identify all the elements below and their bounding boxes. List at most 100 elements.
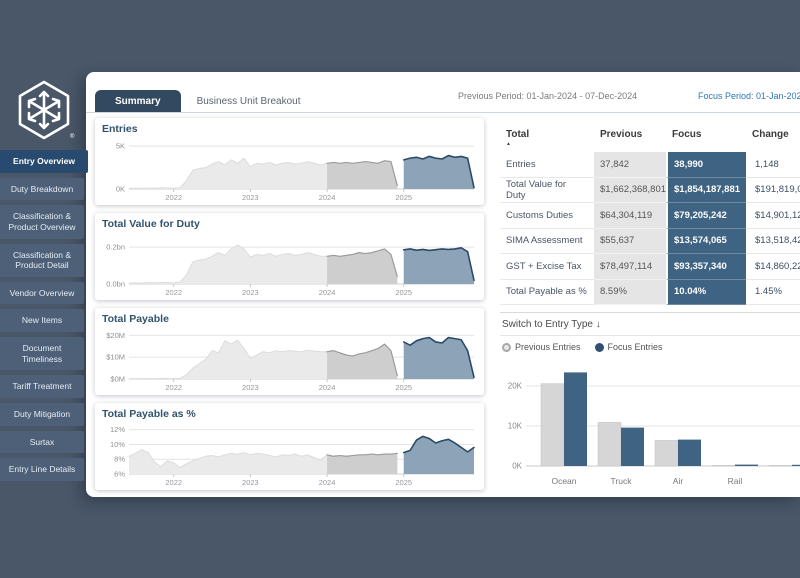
kpi-column: Total ▲ Previous Focus Change Entries 37,842 38… (500, 122, 800, 497)
bar-focus-truck[interactable] (621, 427, 644, 466)
entry-type-bar-chart[interactable]: 0K 10K 20K Ocean Truck Air Rail (500, 354, 800, 497)
legend-previous-entries-label: Previous Entries (515, 342, 581, 352)
section-divider-thin (500, 335, 800, 336)
svg-text:8%: 8% (114, 455, 125, 464)
total-payable-pct-trend-card: Total Payable as % 6% 8% 10% 12% 2022 2023 202… (95, 403, 484, 490)
total-payable-pct-area-chart[interactable]: 6% 8% 10% 12% 2022 2023 2024 2025 (102, 421, 478, 487)
metric-name-cell[interactable]: Total Value for Duty (500, 178, 594, 203)
metric-name-cell[interactable]: Customs Duties (500, 203, 594, 229)
metric-value-cell: $55,637 (594, 228, 666, 254)
svg-text:10K: 10K (508, 422, 523, 431)
bar-focus-rail[interactable] (735, 464, 758, 466)
bar-previous-truck[interactable] (597, 422, 622, 467)
svg-text:2025: 2025 (395, 478, 412, 487)
total-payable-trend-card: Total Payable $0M $10M $20M 2022 2023 2024 202… (95, 308, 484, 395)
tab-business-unit-breakout[interactable]: Business Unit Breakout (180, 90, 317, 112)
trend-charts-column: Entries 0K 5K 2022 2023 2024 2025 Total Value… (95, 118, 484, 490)
table-header-previous[interactable]: Previous (600, 129, 643, 140)
total-value-for-duty-area-chart[interactable]: 0.0bn 0.2bn 2022 2023 2024 2025 (102, 231, 478, 297)
metric-value-cell: $14,901,123 (746, 203, 800, 229)
metric-value-cell: $93,357,340 (666, 254, 746, 280)
metric-name-cell[interactable]: SIMA Assessment (500, 229, 594, 254)
registered-mark: ® (70, 133, 75, 140)
bar-focus-ocean[interactable] (564, 372, 587, 466)
total-payable-area-chart[interactable]: $0M $10M $20M 2022 2023 2024 2025 (102, 326, 478, 392)
svg-text:$20M: $20M (106, 331, 125, 340)
bar-focus-air[interactable] (678, 439, 701, 466)
svg-text:0K: 0K (116, 185, 125, 194)
legend-focus-entries-label: Focus Entries (607, 342, 663, 352)
metric-value-cell: 1.45% (746, 280, 800, 305)
svg-text:6%: 6% (114, 470, 125, 479)
legend-focus-entries[interactable]: Focus Entries (594, 342, 663, 352)
svg-text:Air: Air (673, 476, 684, 486)
table-header-focus[interactable]: Focus (672, 129, 702, 140)
sidebar-item-duty-mitigation[interactable]: Duty Mitigation (0, 402, 84, 426)
sidebar-item-document-timeliness[interactable]: Document Timeliness (0, 337, 84, 371)
svg-text:10%: 10% (110, 440, 125, 449)
metric-value-cell: $64,304,119 (594, 203, 666, 229)
bar-previous-rail[interactable] (711, 465, 736, 467)
sidebar-item-entry-line-details[interactable]: Entry Line Details (0, 458, 84, 481)
sidebar-item-tariff-treatment[interactable]: Tariff Treatment (0, 375, 84, 398)
svg-text:2023: 2023 (242, 478, 259, 487)
switch-entry-type-control[interactable]: Switch to Entry Type ↓ (502, 319, 601, 330)
svg-text:2023: 2023 (242, 193, 259, 202)
svg-text:0K: 0K (512, 462, 522, 471)
metric-name-cell[interactable]: Entries (500, 152, 594, 178)
previous-entries-swatch-icon (502, 342, 511, 352)
metric-value-cell: 37,842 (594, 152, 666, 178)
sidebar-nav: Entry Overview Duty Breakdown Classificati… (0, 150, 88, 481)
total-payable-pct-chart-title: Total Payable as % (102, 408, 196, 420)
sidebar-item-new-items[interactable]: New Items (0, 309, 84, 332)
svg-text:12%: 12% (110, 425, 125, 434)
total-payable-chart-title: Total Payable (102, 313, 169, 325)
tab-summary[interactable]: Summary (95, 90, 181, 112)
svg-text:2024: 2024 (319, 193, 336, 202)
hexagon-arrows-logo-icon: ® (18, 80, 75, 140)
svg-text:2023: 2023 (242, 288, 259, 297)
duty-svg: 0.0bn 0.2bn 2022 2023 2024 2025 (106, 243, 475, 297)
previous-period-label: Previous Period: 01-Jan-2024 - 07-Dec-20… (458, 91, 638, 101)
report-tabbar: Summary Business Unit Breakout (95, 87, 317, 112)
metric-value-cell: 1,148 (746, 152, 800, 178)
metric-value-cell: $13,574,065 (666, 228, 746, 254)
metric-name-cell[interactable]: GST + Excise Tax (500, 254, 594, 280)
payable-svg: $0M $10M $20M 2022 2023 2024 2025 (106, 331, 475, 392)
sidebar-item-entry-overview[interactable]: Entry Overview (0, 150, 88, 173)
metric-value-cell: $78,497,114 (594, 254, 666, 280)
table-header-total[interactable]: Total ▲ (506, 129, 530, 147)
sidebar-item-classification-product-detail[interactable]: Classification & Product Detail (0, 243, 84, 277)
entries-trend-card: Entries 0K 5K 2022 2023 2024 2025 (95, 118, 484, 205)
svg-text:$0M: $0M (110, 375, 125, 384)
metric-value-cell: 8.59% (594, 279, 666, 305)
svg-text:2022: 2022 (165, 478, 182, 487)
metric-value-cell: 38,990 (666, 152, 746, 178)
kpi-table: Total ▲ Previous Focus Change Entries 37,842 38… (500, 126, 800, 305)
sidebar-item-classification-product-overview[interactable]: Classification & Product Overview (0, 205, 84, 239)
sort-ascending-icon: ▲ (506, 141, 511, 147)
sidebar-item-vendor-overview[interactable]: Vendor Overview (0, 281, 84, 305)
sidebar-item-surtax[interactable]: Surtax (0, 430, 84, 454)
section-divider (500, 312, 800, 313)
sidebar-item-duty-breakdown[interactable]: Duty Breakdown (0, 177, 84, 201)
table-header-change[interactable]: Change (752, 129, 789, 140)
entries-chart-title: Entries (102, 123, 138, 135)
bar-focus-partial[interactable] (792, 464, 800, 466)
payable-pct-svg: 6% 8% 10% 12% 2022 2023 2024 2025 (110, 425, 475, 487)
metric-name-cell[interactable]: Total Payable as % (500, 280, 594, 305)
svg-text:2024: 2024 (319, 288, 336, 297)
svg-text:20K: 20K (508, 382, 523, 391)
svg-text:0.2bn: 0.2bn (106, 243, 125, 252)
sidebar: ® Entry Overview Duty Breakdown Classifica… (0, 0, 88, 578)
entries-area-chart[interactable]: 0K 5K 2022 2023 2024 2025 (102, 136, 478, 202)
bar-previous-ocean[interactable] (540, 383, 565, 467)
bar-previous-partial[interactable] (768, 465, 793, 467)
metric-value-cell: $1,662,368,801 (594, 177, 666, 203)
svg-text:2023: 2023 (242, 383, 259, 392)
bar-previous-air[interactable] (654, 440, 679, 467)
legend-previous-entries[interactable]: Previous Entries (502, 342, 581, 352)
metric-value-cell: 10.04% (666, 279, 746, 305)
svg-text:2024: 2024 (319, 478, 336, 487)
